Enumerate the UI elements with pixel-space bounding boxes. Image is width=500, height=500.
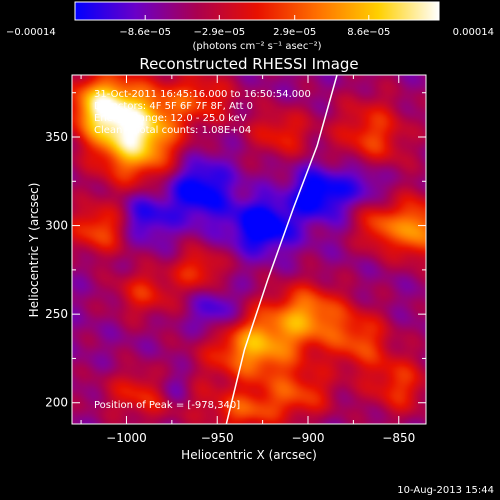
colorbar-tick-label: 8.6e−05 <box>347 27 390 38</box>
info-line-counts: Clean Total counts: 1.08E+04 <box>94 125 251 136</box>
x-tick-label: −950 <box>201 431 234 445</box>
peak-position-label: Position of Peak = [-978,340] <box>94 400 240 411</box>
plot-frame <box>71 74 427 425</box>
heatmap-area <box>72 75 426 424</box>
colorbar-tick-label: −0.00014 <box>6 27 56 38</box>
colorbar <box>74 1 440 21</box>
y-tick-label: 200 <box>45 396 68 410</box>
y-axis-label: Heliocentric Y (arcsec) <box>27 183 41 318</box>
colorbar-tick-label: −8.6e−05 <box>119 27 171 38</box>
heatmap-image <box>72 75 426 424</box>
x-tick-label: −850 <box>382 431 415 445</box>
chart-title: Reconstructed RHESSI Image <box>139 55 358 73</box>
colorbar-tick-label: 2.9e−05 <box>273 27 316 38</box>
info-line-detectors: Detectors: 4F 5F 6F 7F 8F, Att 0 <box>94 101 253 112</box>
solar-limb-curve <box>225 75 338 424</box>
colorbar-tick-label: −2.9e−05 <box>194 27 246 38</box>
y-axis: 200 250 300 350 <box>45 92 426 410</box>
y-tick-label: 350 <box>45 130 68 144</box>
y-tick-label: 250 <box>45 307 68 321</box>
x-tick-label: −1000 <box>106 431 147 445</box>
x-axis: −1000 −950 −900 −850 <box>80 75 415 445</box>
x-tick-label: −900 <box>292 431 325 445</box>
info-line-time: 31-Oct-2011 16:45:16.000 to 16:50:54.000 <box>94 89 311 100</box>
y-tick-label: 300 <box>45 219 68 233</box>
info-text: 31-Oct-2011 16:45:16.000 to 16:50:54.000… <box>94 89 311 136</box>
info-line-energy: Energy Range: 12.0 - 25.0 keV <box>94 113 247 124</box>
x-axis-label: Heliocentric X (arcsec) <box>181 448 317 462</box>
colorbar-ticks: −0.00014 −8.6e−05 −2.9e−05 2.9e−05 8.6e−05 0.… <box>6 15 494 38</box>
colorbar-units-label: (photons cm⁻² s⁻¹ asec⁻²) <box>192 41 321 52</box>
colorbar-tick-label: 0.00014 <box>453 27 494 38</box>
date-stamp: 10-Aug-2013 15:44 <box>397 485 494 496</box>
